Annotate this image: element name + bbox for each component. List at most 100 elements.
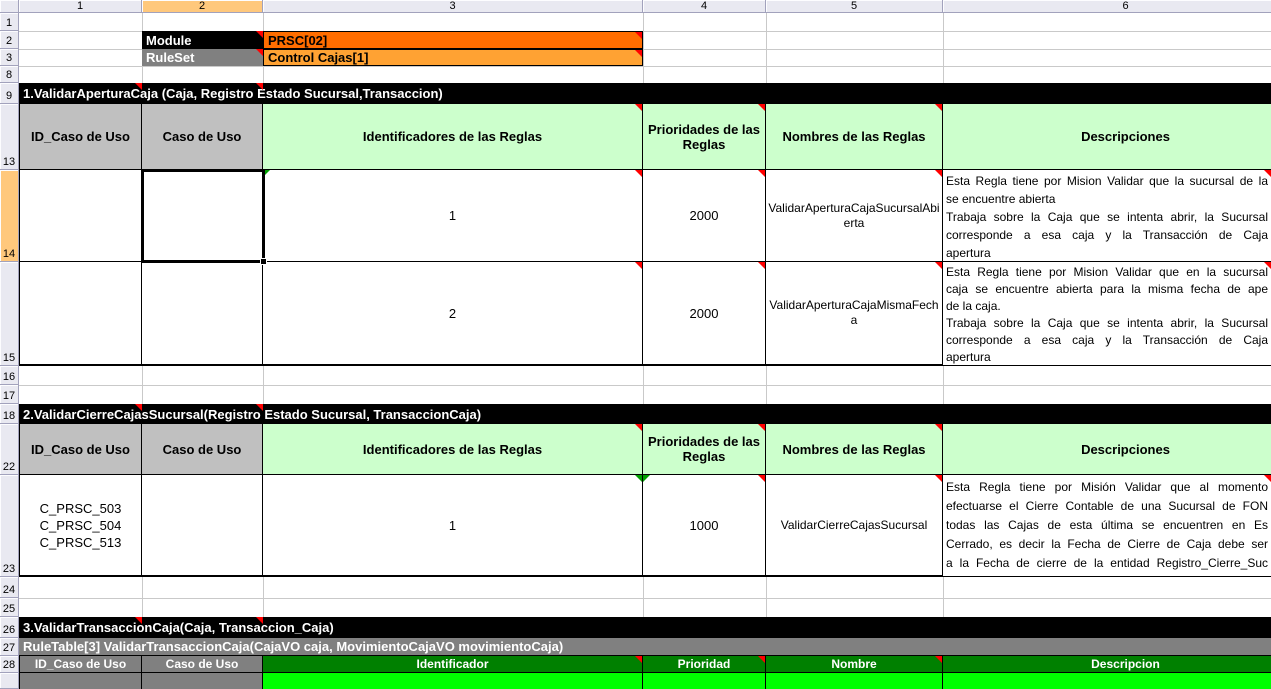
cell-value: ValidarAperturaCajaMismaFecha [769, 298, 939, 327]
section1-title-bar[interactable]: 1.ValidarAperturaCaja (Caja, Registro Es… [19, 83, 1271, 104]
desc-line: corresponde a esa caja y la Transacción … [946, 228, 1268, 242]
s1-header-caso[interactable]: Caso de Uso [142, 104, 263, 170]
s1-row2-descripcion-cell[interactable]: Esta Regla tiene por Mision Validar que … [943, 262, 1271, 366]
section2-title-bar[interactable]: 2.ValidarCierreCajasSucursal(Registro Es… [19, 404, 1271, 424]
s2-row1-prioridad-cell[interactable]: 1000 [643, 475, 766, 577]
s3-row1-descripcion-cell[interactable] [943, 673, 1271, 689]
row-header-28[interactable]: 28 [0, 656, 19, 673]
row-header-18[interactable]: 18 [0, 404, 19, 424]
s2-row1-identificador-cell[interactable]: 1 [263, 475, 643, 577]
s3-header-id-caso[interactable]: ID_Caso de Uso [19, 656, 142, 673]
row-header-2[interactable]: 2 [0, 31, 19, 49]
s2-row1-nombre-cell[interactable]: ValidarCierreCajasSucursal [766, 475, 943, 577]
s3-row1-nombre-cell[interactable] [766, 673, 943, 689]
module-label-cell[interactable]: Module [142, 31, 263, 49]
row-header-25[interactable]: 25 [0, 598, 19, 617]
row-header-16[interactable]: 16 [0, 366, 19, 385]
row-header-22[interactable]: 22 [0, 424, 19, 475]
row-header-27[interactable]: 27 [0, 638, 19, 656]
s3-header-caso[interactable]: Caso de Uso [142, 656, 263, 673]
row-header-13[interactable]: 13 [0, 104, 19, 170]
s3-header-prioridad[interactable]: Prioridad [643, 656, 766, 673]
column-header-2[interactable]: 2 [142, 0, 263, 13]
s2-header-descripciones[interactable]: Descripciones [943, 424, 1271, 475]
row-header-label: 8 [5, 69, 13, 81]
row-header-17[interactable]: 17 [0, 385, 19, 404]
s3-row1-caso-cell[interactable] [142, 673, 263, 689]
column-header-5[interactable]: 5 [766, 0, 943, 13]
row-header-24[interactable]: 24 [0, 577, 19, 598]
s3-header-nombre[interactable]: Nombre [766, 656, 943, 673]
ruleset-value: Control Cajas[1] [268, 50, 369, 65]
comment-indicator-icon [935, 262, 942, 269]
s1-header-nombres[interactable]: Nombres de las Reglas [766, 104, 943, 170]
comment-indicator-icon [256, 83, 263, 90]
cell-value: 2 [448, 305, 457, 321]
row-header-15[interactable]: 15 [0, 262, 19, 366]
s1-row2-id-caso-cell[interactable] [19, 262, 142, 366]
s1-header-id-caso[interactable]: ID_Caso de Uso [19, 104, 142, 170]
s1-row2-prioridad-cell[interactable]: 2000 [643, 262, 766, 366]
s3-header-identificador[interactable]: Identificador [263, 656, 643, 673]
selected-cell[interactable] [141, 169, 265, 263]
header-label: ID_Caso de Uso [31, 441, 130, 457]
ruleset-label-cell[interactable]: RuleSet [142, 49, 263, 66]
s1-header-identificadores[interactable]: Identificadores de las Reglas [263, 104, 643, 170]
s1-row1-nombre-cell[interactable]: ValidarAperturaCajaSucursalAbierta [766, 170, 943, 262]
s2-header-prioridades[interactable]: Prioridades de las Reglas [643, 424, 766, 475]
s1-header-prioridades[interactable]: Prioridades de las Reglas [643, 104, 766, 170]
s1-row1-id-caso-cell[interactable] [19, 170, 142, 262]
desc-line: Trabaja sobre la Caja que se intenta abr… [946, 210, 1268, 224]
s2-row1-id-caso-cell[interactable]: C_PRSC_503 C_PRSC_504 C_PRSC_513 [19, 475, 142, 577]
s2-row1-descripcion-cell[interactable]: Esta Regla tiene por Misión Validar que … [943, 475, 1271, 577]
row-header-14[interactable]: 14 [0, 170, 19, 262]
s1-header-descripciones[interactable]: Descripciones [943, 104, 1271, 170]
s2-header-nombres[interactable]: Nombres de las Reglas [766, 424, 943, 475]
column-header-3[interactable]: 3 [263, 0, 643, 13]
select-all-corner[interactable] [0, 0, 19, 13]
s2-row1-caso-cell[interactable] [142, 475, 263, 577]
row-header-1[interactable]: 1 [0, 13, 19, 31]
row-header-8[interactable]: 8 [0, 66, 19, 83]
column-header-6[interactable]: 6 [943, 0, 1271, 13]
s1-row1-descripcion-cell[interactable]: Esta Regla tiene por Mision Validar que … [943, 170, 1271, 262]
ruletable-title-bar[interactable]: RuleTable[3] ValidarTransaccionCaja(Caja… [19, 638, 1271, 656]
column-header-1[interactable]: 1 [19, 0, 142, 13]
fill-handle[interactable] [260, 258, 267, 265]
s1-row2-nombre-cell[interactable]: ValidarAperturaCajaMismaFecha [766, 262, 943, 366]
s1-row1-identificador-cell[interactable]: 1 [263, 170, 643, 262]
row-header-label: 16 [2, 371, 16, 383]
row-header-29[interactable] [0, 673, 19, 689]
row-header-26[interactable]: 26 [0, 617, 19, 638]
s1-row2-identificador-cell[interactable]: 2 [263, 262, 643, 366]
section1-title: 1.ValidarAperturaCaja (Caja, Registro Es… [23, 86, 443, 101]
desc-line: Esta Regla tiene por Mision Validar que … [946, 174, 1268, 188]
cell-value: 1 [448, 208, 457, 223]
desc-line: efectuarse el Cierre Contable de una Suc… [946, 499, 1268, 513]
ruleset-value-cell[interactable]: Control Cajas[1] [263, 49, 643, 66]
s2-header-identificadores[interactable]: Identificadores de las Reglas [263, 424, 643, 475]
column-header-4[interactable]: 4 [643, 0, 766, 13]
comment-indicator-icon [635, 50, 642, 57]
comment-indicator-icon [1264, 170, 1271, 177]
row-header-23[interactable]: 23 [0, 475, 19, 577]
s3-header-descripcion[interactable]: Descripcion [943, 656, 1271, 673]
header-label: ID_Caso de Uso [34, 657, 127, 671]
s2-header-caso[interactable]: Caso de Uso [142, 424, 263, 475]
header-label: Prioridad [677, 657, 731, 671]
section3-title-bar[interactable]: 3.ValidarTransaccionCaja(Caja, Transacci… [19, 617, 1271, 638]
s1-row1-prioridad-cell[interactable]: 2000 [643, 170, 766, 262]
s1-row2-caso-cell[interactable] [142, 262, 263, 366]
s2-header-id-caso[interactable]: ID_Caso de Uso [19, 424, 142, 475]
row-header-label: 22 [2, 461, 16, 473]
module-value-cell[interactable]: PRSC[02] [263, 31, 643, 49]
header-label: Descripcion [1091, 657, 1160, 671]
s3-row1-id-caso-cell[interactable] [19, 673, 142, 689]
row-header-label: 26 [2, 624, 16, 636]
s3-row1-prioridad-cell[interactable] [643, 673, 766, 689]
row-header-9[interactable]: 9 [0, 83, 19, 104]
s3-row1-identificador-cell[interactable] [263, 673, 643, 689]
comment-indicator-icon [1264, 262, 1271, 269]
row-header-3[interactable]: 3 [0, 49, 19, 66]
